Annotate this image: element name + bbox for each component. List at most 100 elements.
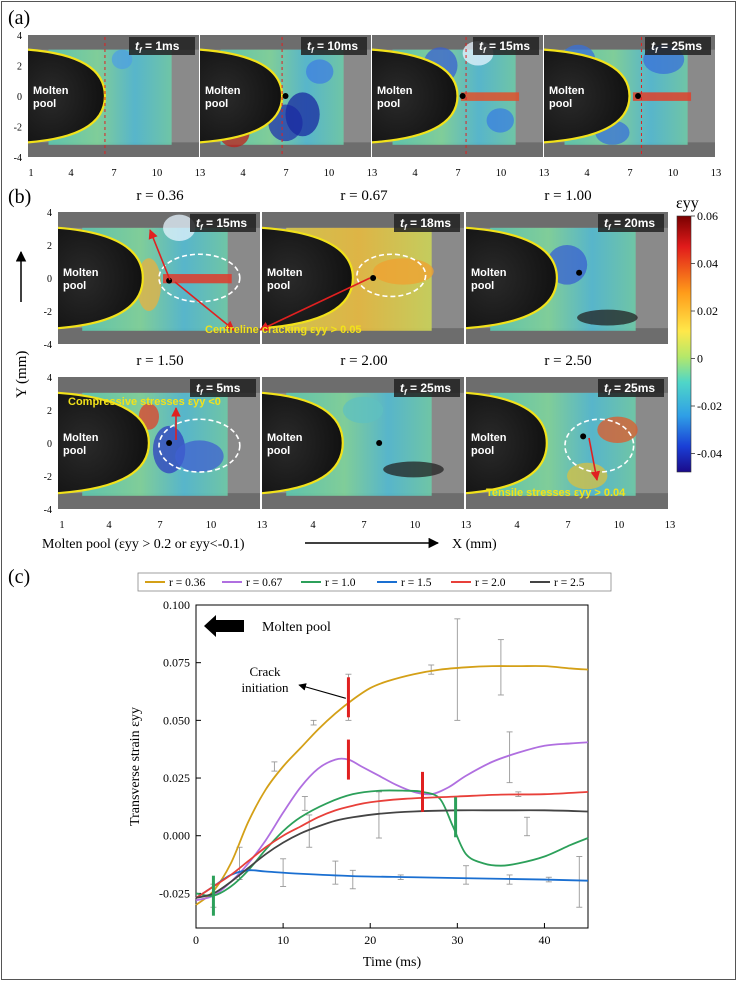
panel-b-x-tick: 1 — [59, 520, 64, 531]
time-badge-label: tf = 25ms — [651, 39, 702, 55]
legend-label: r = 2.5 — [554, 577, 585, 589]
panel-a-x-tick: 10 — [324, 168, 335, 179]
molten-pool-label: pool — [63, 445, 86, 457]
panel-a-y-tick: -2 — [14, 123, 22, 134]
measurement-point — [376, 440, 383, 446]
molten-pool-label: Molten — [471, 267, 507, 279]
molten-pool-outline — [371, 48, 459, 144]
panel-a-x-tick: 4 — [412, 168, 418, 179]
panel-b-x-tick: 7 — [157, 520, 162, 531]
time-badge — [598, 379, 664, 397]
panel-a-x-tick: 1 — [28, 168, 33, 179]
panel-b-x-tick: 10 — [614, 520, 625, 531]
annotation-arrow — [174, 281, 235, 331]
molten-pool-region — [200, 49, 283, 143]
panel-a-x-tick: 4 — [68, 168, 74, 179]
panel-a-x-tick: 4 — [584, 168, 590, 179]
time-badge-label: tf = 5ms — [196, 381, 241, 397]
panel-b-y-tick: 2 — [47, 241, 52, 252]
ratio-label: r = 0.36 — [136, 188, 184, 204]
series-line — [195, 869, 589, 899]
panel-a-x-tick: 7 — [111, 168, 116, 179]
molten-pool-outline — [261, 226, 355, 330]
molten-pool-label: Molten — [205, 85, 241, 97]
panel-b-y-tick: -2 — [44, 307, 52, 318]
molten-pool-label: pool — [33, 98, 56, 110]
tile-edge — [466, 493, 668, 509]
molten-pool-region — [466, 392, 547, 494]
strain-blob — [175, 440, 224, 473]
panel-b-y-tick: 4 — [47, 208, 52, 219]
molten-pool-region — [58, 392, 149, 494]
time-badge — [190, 379, 256, 397]
annotation-tensile: Tensile stresses εyy > 0.04 — [486, 487, 626, 499]
molten-pool-outline — [465, 391, 548, 495]
molten-pool-label: pool — [549, 98, 572, 110]
measurement-point — [576, 269, 583, 276]
x-tick-label: 10 — [277, 933, 289, 947]
tile-edge — [58, 493, 260, 509]
colorbar-tick-label: -0.02 — [697, 399, 722, 413]
ratio-label: r = 2.00 — [340, 353, 387, 369]
measurement-point — [459, 93, 466, 99]
molten-pool-label: pool — [471, 445, 494, 457]
time-badge-label: tf = 15ms — [196, 216, 247, 232]
crack-initiation-label: Crack — [249, 664, 281, 679]
x-tick-label: 20 — [364, 933, 376, 947]
colorbar-tick-label: 0.02 — [697, 304, 718, 318]
legend-label: r = 1.0 — [325, 577, 356, 589]
annotation-compressive: Compressive stresses εyy <0 — [68, 396, 221, 408]
series-line — [195, 809, 589, 899]
region-ellipse — [356, 253, 427, 298]
x-tick-label: 0 — [193, 933, 199, 947]
panel-a-x-tick: 7 — [455, 168, 460, 179]
annotation-arrow — [588, 437, 601, 481]
tile-edge — [200, 142, 371, 157]
molten-pool-outline — [261, 391, 344, 495]
molten-pool-label: Molten — [267, 267, 303, 279]
molten-pool-region — [262, 392, 343, 494]
panel-b-x-tick: 13 — [461, 520, 472, 531]
panel-b-y-tick: 2 — [47, 406, 52, 417]
time-badge — [645, 37, 711, 55]
time-badge — [394, 379, 460, 397]
time-badge — [129, 37, 195, 55]
x-tick-label: 40 — [538, 933, 550, 947]
centreline-band — [163, 274, 232, 284]
panel-b-x-tick: 7 — [361, 520, 366, 531]
strain-blob — [486, 108, 514, 133]
legend-label: r = 1.5 — [401, 577, 432, 589]
panel-b-footnote: Molten pool (εyy > 0.2 or εyy<-0.1) — [42, 537, 245, 552]
colorbar-ticks: 0.06 0.04 0.02 0 -0.02 -0.04 — [691, 209, 722, 461]
panel-a-y-tick: 2 — [17, 62, 22, 73]
colorbar — [676, 215, 692, 473]
panel-a-x-tick: 7 — [627, 168, 632, 179]
panel-a-x-tick: 4 — [240, 168, 246, 179]
panel-a-y-tick: 0 — [17, 92, 22, 103]
crack-initiation-arrow — [298, 683, 346, 699]
molten-pool-label: pool — [267, 280, 290, 292]
time-badge — [394, 214, 460, 232]
annotation-arrow — [259, 277, 371, 331]
colorbar-tick-label: 0 — [697, 352, 703, 366]
panel-b-x-tick: 10 — [410, 520, 421, 531]
molten-pool-region — [544, 49, 630, 143]
panel-label-a: (a) — [8, 7, 30, 29]
tile-edge — [28, 142, 199, 157]
molten-pool-label: pool — [377, 98, 400, 110]
legend-label: r = 2.0 — [475, 577, 506, 589]
tile-edge — [372, 142, 543, 157]
strain-blob — [577, 309, 638, 326]
crack-initiation-label: initiation — [242, 680, 289, 695]
measurement-point — [166, 440, 173, 446]
y-tick-label: 0.100 — [163, 598, 190, 612]
